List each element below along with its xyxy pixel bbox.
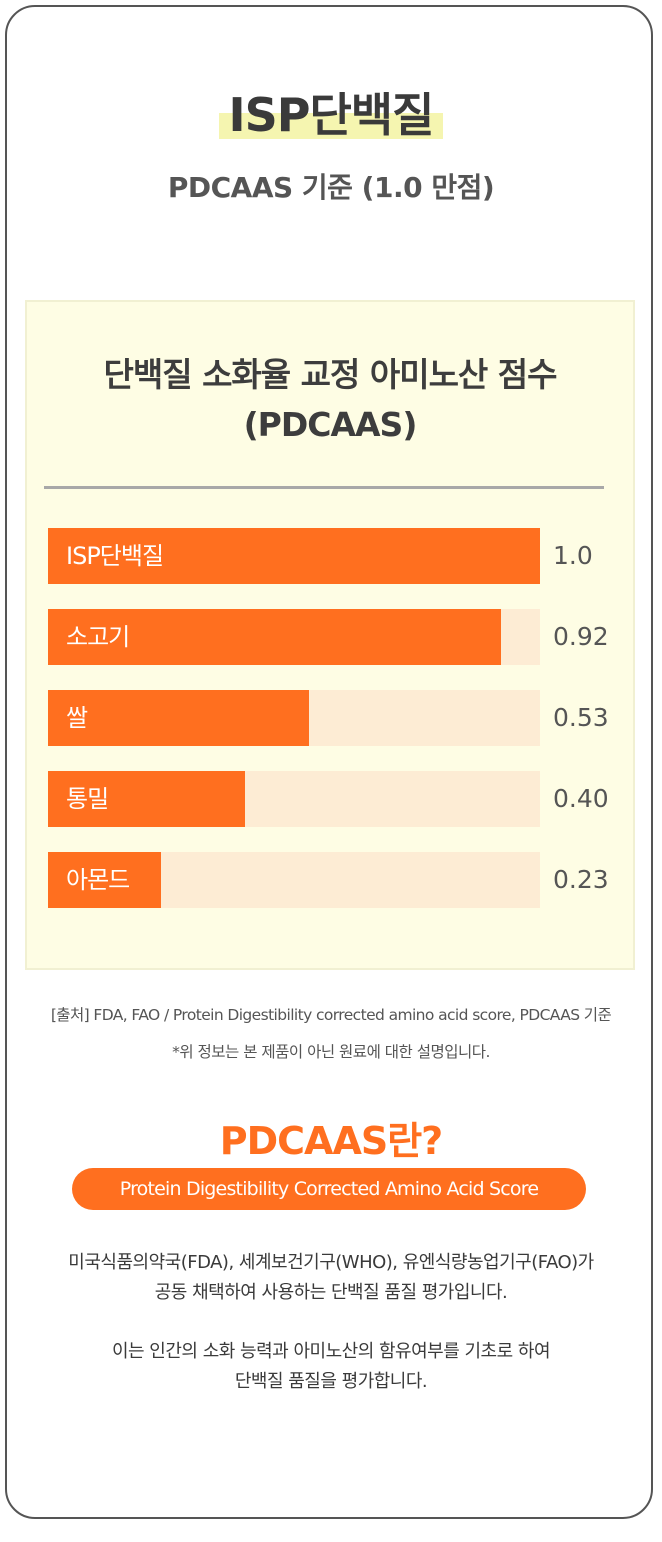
page-subtitle: PDCAAS 기준 (1.0 만점) <box>167 171 495 204</box>
bar-chart: ISP단백질 1.0 소고기 0.92 쌀 0.53 통밀 0.40 아몬드 0.23 <box>27 302 633 968</box>
definition-paragraph-1: 미국식품의약국(FDA), 세계보건기구(WHO), 유엔식량농업기구(FAO)… <box>0 1248 662 1308</box>
chart-title: 단백질 소화율 교정 아미노산 점수 (PDCAAS) <box>27 350 633 450</box>
title-block: ISP단백질 <box>0 85 662 145</box>
bar <box>48 852 161 908</box>
bar <box>48 528 540 584</box>
chart-panel: 단백질 소화율 교정 아미노산 점수 (PDCAAS) ISP단백질 1.0 소고기… <box>25 300 635 970</box>
title-highlight <box>218 113 444 139</box>
full-name-badge: Protein Digestibility Corrected Amino Ac… <box>72 1168 586 1210</box>
definition-paragraph-2: 이는 인간의 소화 능력과 아미노산의 함유여부를 기초로 하여 단백질 품질을… <box>0 1337 662 1397</box>
definition-line: 이는 인간의 소화 능력과 아미노산의 함유여부를 기초로 하여 <box>111 1341 551 1362</box>
bar-value-label: 0.53 <box>553 703 609 732</box>
bar <box>48 609 501 665</box>
bar-track: 통밀 <box>48 771 540 827</box>
bar-track: 아몬드 <box>48 852 540 908</box>
disclaimer-note: *위 정보는 본 제품이 아닌 원료에 대한 설명입니다. <box>172 1043 490 1061</box>
bar-category-label: ISP단백질 <box>66 542 164 570</box>
source-note: [출처] FDA, FAO / Protein Digestibility co… <box>50 1006 612 1024</box>
bar-value-label: 1.0 <box>553 541 593 570</box>
definition-title: PDCAAS란? <box>219 1119 443 1163</box>
bar <box>48 690 309 746</box>
chart-divider <box>44 486 604 489</box>
bar-value-label: 0.92 <box>553 622 609 651</box>
page-title: ISP단백질 <box>218 85 444 145</box>
chart-title-line2: (PDCAAS) <box>243 405 418 444</box>
chart-title-line1: 단백질 소화율 교정 아미노산 점수 <box>103 355 558 394</box>
bar-category-label: 쌀 <box>66 704 88 732</box>
page-title-text: ISP단백질 <box>228 88 435 142</box>
definition-line: 공동 채택하여 사용하는 단백질 품질 평가입니다. <box>154 1282 508 1303</box>
bar-track: 쌀 <box>48 690 540 746</box>
bar-value-label: 0.23 <box>553 865 609 894</box>
bar-track: 소고기 <box>48 609 540 665</box>
bar <box>48 771 245 827</box>
bar-category-label: 소고기 <box>66 623 130 651</box>
definition-line: 미국식품의약국(FDA), 세계보건기구(WHO), 유엔식량농업기구(FAO)… <box>68 1252 594 1273</box>
bar-track: ISP단백질 <box>48 528 540 584</box>
bar-category-label: 통밀 <box>66 785 109 813</box>
bar-category-label: 아몬드 <box>66 866 130 894</box>
bar-value-label: 0.40 <box>553 784 609 813</box>
definition-line: 단백질 품질을 평가합니다. <box>234 1371 428 1392</box>
